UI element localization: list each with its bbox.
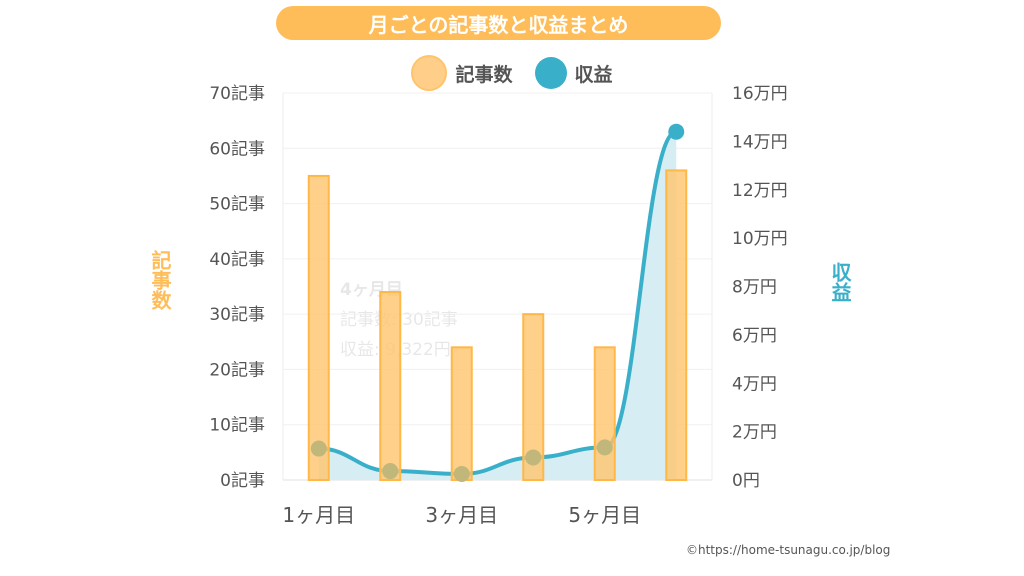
revenue-point <box>596 439 613 456</box>
y-tick-left: 40記事 <box>209 250 265 270</box>
y-tick-right: 12万円 <box>732 181 788 201</box>
credit: ©https://home-tsunagu.co.jp/blog <box>686 543 891 557</box>
y-axis-label-right: 収益 <box>828 262 852 302</box>
y-tick-right: 8万円 <box>732 278 777 298</box>
y-tick-right: 2万円 <box>732 423 777 443</box>
legend-label-articles: 記事数 <box>455 63 513 86</box>
y-tick-left: 30記事 <box>209 305 265 325</box>
legend-swatch-articles <box>411 55 448 91</box>
bar-articles <box>379 291 402 481</box>
y-tick-left: 0記事 <box>220 471 265 491</box>
bar-articles <box>522 313 545 481</box>
y-tick-left: 60記事 <box>209 139 265 159</box>
bar-articles <box>593 346 616 482</box>
y-tick-right: 10万円 <box>732 229 788 249</box>
bar-articles <box>665 169 688 481</box>
y-tick-right: 4万円 <box>732 374 777 394</box>
legend-item-revenue[interactable]: 収益 <box>534 55 613 91</box>
legend: 記事数 収益 <box>0 55 1024 91</box>
revenue-area <box>318 131 677 480</box>
y-tick-left: 50記事 <box>209 195 265 215</box>
y-tick-left: 10記事 <box>209 416 265 436</box>
x-tick: 3ヶ月目 <box>425 503 498 527</box>
bar-articles <box>450 346 473 482</box>
y-tick-right: 0円 <box>732 471 760 491</box>
revenue-point <box>382 463 399 480</box>
y-tick-right: 16万円 <box>732 84 788 104</box>
y-tick-left: 20記事 <box>209 360 265 380</box>
legend-label-revenue: 収益 <box>574 63 613 86</box>
y-tick-right: 6万円 <box>732 326 777 346</box>
revenue-point <box>668 123 685 140</box>
revenue-point <box>310 440 327 457</box>
y-axis-label-left: 記事数 <box>148 250 172 310</box>
revenue-point <box>453 465 470 482</box>
y-tick-left: 70記事 <box>209 84 265 104</box>
x-tick: 1ヶ月目 <box>282 503 355 527</box>
legend-swatch-revenue <box>534 57 567 89</box>
legend-item-articles[interactable]: 記事数 <box>411 55 513 91</box>
revenue-point <box>525 449 542 466</box>
bar-articles <box>307 174 330 482</box>
chart-title: 月ごとの記事数と収益まとめ <box>276 6 721 40</box>
x-tick: 5ヶ月目 <box>568 503 641 527</box>
y-tick-right: 14万円 <box>732 132 788 152</box>
